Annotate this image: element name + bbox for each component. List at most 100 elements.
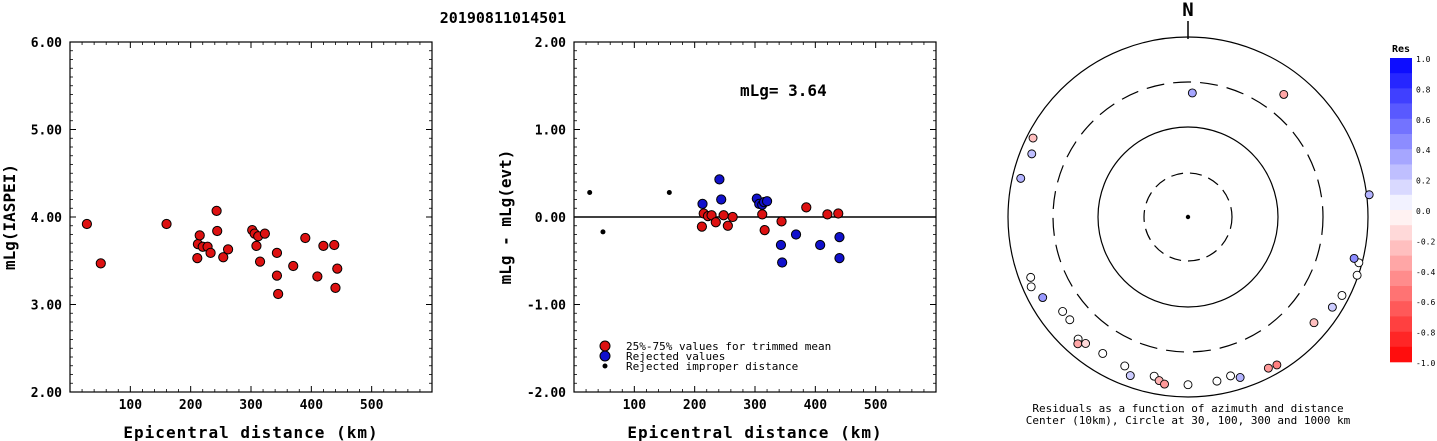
data-point xyxy=(192,253,203,264)
colorbar-tick-label: -0.2 xyxy=(1416,237,1435,246)
data-point xyxy=(587,190,593,195)
data-point xyxy=(95,258,106,269)
data-point xyxy=(834,232,845,243)
y-tick-label: -2.00 xyxy=(527,386,566,401)
data-point xyxy=(815,239,826,251)
data-point xyxy=(775,239,787,251)
data-point xyxy=(205,247,216,258)
colorbar-cells xyxy=(1390,58,1412,363)
data-point xyxy=(600,229,606,235)
station-marker xyxy=(1349,253,1359,263)
data-point xyxy=(318,240,329,251)
colorbar-ticks: 1.0 0.8 0.6 0.4 0.2 0.0 -0.2 -0.4 -0.6 -0.8 -1.0 xyxy=(1416,55,1435,368)
data-point xyxy=(759,225,770,236)
data-point xyxy=(716,194,727,205)
station-marker xyxy=(1065,315,1075,325)
station-marker xyxy=(1352,270,1362,280)
data-point xyxy=(834,253,845,264)
legend-label-rejected: Rejected values xyxy=(626,350,725,363)
station-marker xyxy=(1327,302,1337,312)
y-tick-label: 5.00 xyxy=(31,124,62,139)
panel2-legend: 25%-75% values for trimmed mean Rejected… xyxy=(599,340,831,373)
station-marker xyxy=(1058,307,1068,316)
data-point xyxy=(833,208,844,219)
polar-rings xyxy=(1007,36,1369,398)
data-point xyxy=(288,260,299,272)
panel2-xlabel: Epicentral distance (km) xyxy=(627,423,882,441)
colorbar-cell xyxy=(1390,179,1412,196)
colorbar-tick-label: 0.6 xyxy=(1416,116,1431,125)
colorbar-cell xyxy=(1390,134,1412,150)
north-label: N xyxy=(1182,0,1193,21)
colorbar-cell xyxy=(1390,73,1412,89)
data-point xyxy=(757,209,768,220)
panel-residual: 100 200 300 400 500 -2.00 -1.00 0.00 1.00 2.00 mL… xyxy=(496,36,937,441)
data-point xyxy=(666,190,672,195)
y-tick-label: 2.00 xyxy=(535,36,566,51)
data-point xyxy=(81,218,92,230)
distance-ring xyxy=(1052,81,1324,353)
panel1-points xyxy=(81,205,343,300)
station-marker xyxy=(1073,339,1083,349)
data-point xyxy=(312,271,323,282)
colorbar-cell xyxy=(1390,118,1412,135)
x-tick-label: 400 xyxy=(804,398,828,413)
data-point xyxy=(271,247,283,258)
station-marker xyxy=(1038,293,1048,302)
polar-points xyxy=(1016,88,1374,390)
panel1-ticks: 100 200 300 400 500 2.00 3.00 4.00 5.00 6.00 xyxy=(31,36,432,413)
x-tick-label: 100 xyxy=(119,398,143,413)
colorbar-tick-label: 0.0 xyxy=(1416,207,1431,216)
y-tick-label: -1.00 xyxy=(527,299,566,314)
colorbar-tick-label: -0.6 xyxy=(1416,298,1435,307)
colorbar-tick-label: 0.2 xyxy=(1416,177,1431,186)
colorbar-cell xyxy=(1390,58,1412,74)
x-tick-label: 200 xyxy=(683,398,707,413)
colorbar-cell xyxy=(1390,149,1412,165)
data-point xyxy=(718,210,729,221)
y-tick-label: 3.00 xyxy=(31,299,62,314)
data-point xyxy=(696,221,708,232)
colorbar-cell xyxy=(1390,88,1412,104)
colorbar-tick-label: 0.8 xyxy=(1416,85,1431,94)
colorbar-tick-label: 1.0 xyxy=(1416,55,1431,64)
data-point xyxy=(722,220,733,231)
station-marker xyxy=(1337,291,1347,300)
colorbar-cell xyxy=(1390,316,1412,332)
station-marker xyxy=(1160,379,1169,389)
polar-caption-line2: Center (10km), Circle at 30, 100, 300 an… xyxy=(1026,414,1351,427)
colorbar-cell xyxy=(1390,164,1412,180)
data-point xyxy=(777,257,788,268)
legend-marker-improper xyxy=(602,363,608,369)
station-marker xyxy=(1028,133,1038,143)
data-point xyxy=(254,256,266,267)
colorbar-cell xyxy=(1390,103,1412,120)
data-point xyxy=(218,252,229,263)
panel1-ylabel: mLg(IASPEI) xyxy=(0,164,19,270)
panel2-ticks: 100 200 300 400 500 -2.00 -1.00 0.00 1.00 2.00 xyxy=(527,36,936,413)
x-tick-label: 500 xyxy=(864,398,888,413)
station-marker xyxy=(1016,173,1026,183)
station-marker xyxy=(1026,282,1036,292)
data-point xyxy=(727,211,738,223)
x-tick-label: 500 xyxy=(360,398,384,413)
station-marker xyxy=(1212,376,1222,386)
colorbar-cell xyxy=(1390,210,1412,226)
colorbar-cell xyxy=(1390,270,1412,287)
panel1-xlabel: Epicentral distance (km) xyxy=(123,423,378,441)
station-marker xyxy=(1098,349,1108,358)
data-point xyxy=(822,209,833,220)
data-point xyxy=(161,218,172,230)
station-marker xyxy=(1272,360,1282,370)
legend-label-improper: Rejected improper distance xyxy=(626,360,798,373)
y-tick-label: 4.00 xyxy=(31,211,62,226)
station-marker xyxy=(1226,371,1236,381)
panel1-frame xyxy=(69,41,433,393)
colorbar-cell xyxy=(1390,301,1412,317)
data-point xyxy=(330,282,341,293)
data-point xyxy=(790,229,802,240)
station-marker xyxy=(1235,373,1245,382)
colorbar: Res 1.0 0.8 0.6 0.4 0.2 0.0 -0.2 -0.4 -0.6 -0.8 -1… xyxy=(1390,44,1435,368)
x-tick-label: 100 xyxy=(623,398,647,413)
colorbar-tick-label: 0.4 xyxy=(1416,146,1431,155)
